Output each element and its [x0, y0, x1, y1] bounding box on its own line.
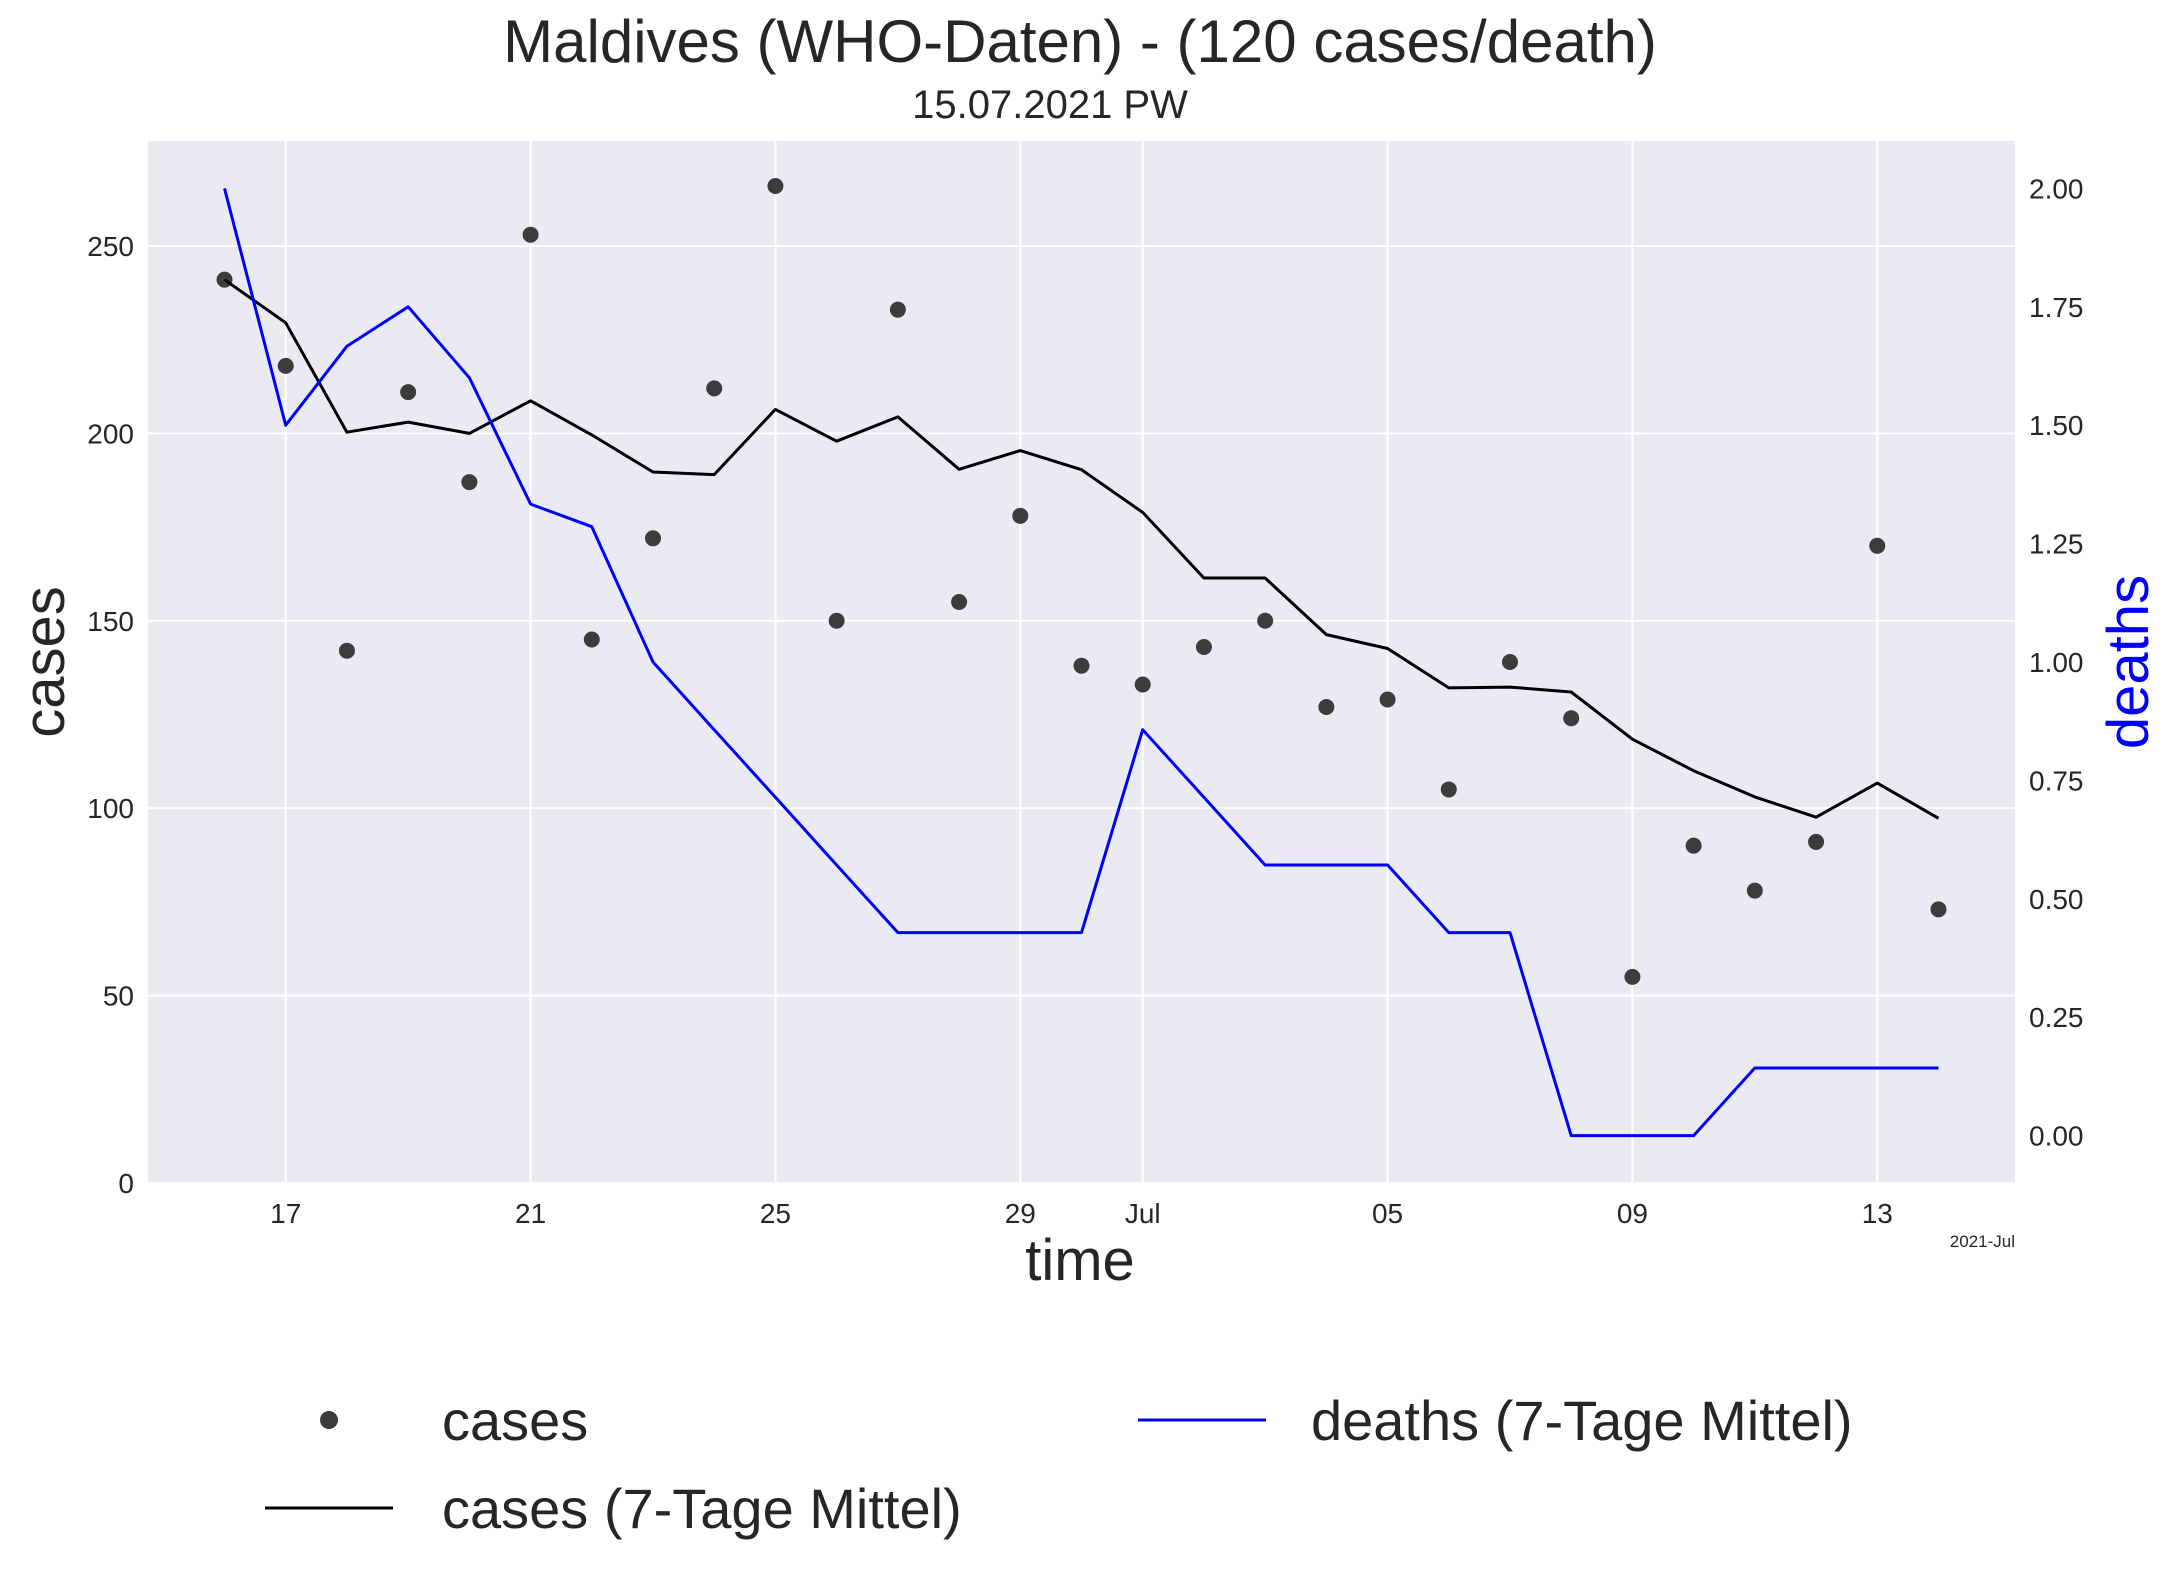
- data-point-cases: [1501, 654, 1518, 670]
- x-tick-label: Jul: [1125, 1198, 1161, 1229]
- legend-marker-cases: [320, 1411, 338, 1429]
- data-point-cases: [461, 474, 478, 491]
- x-axis-label: time: [1025, 1228, 1135, 1293]
- y-tick-label-right: 0.75: [2029, 765, 2084, 796]
- y-axis-label-right: deaths: [2096, 575, 2161, 749]
- grid: [148, 141, 2015, 1184]
- legend-label-deaths-avg: deaths (7-Tage Mittel): [1311, 1389, 1853, 1452]
- data-point-cases: [951, 594, 968, 611]
- data-point-cases: [1685, 837, 1702, 854]
- data-point-cases: [767, 177, 784, 194]
- y-tick-label-left: 0: [118, 1168, 134, 1199]
- data-point-cases: [889, 301, 906, 318]
- chart-title: Maldives (WHO-Daten) - (120 cases/death): [503, 8, 1657, 75]
- x-tick-label: 13: [1862, 1198, 1893, 1229]
- legend-label-cases-avg: cases (7-Tage Mittel): [442, 1477, 962, 1540]
- x-tick-label: 21: [515, 1198, 546, 1229]
- ticks: 0 50 100 150 200 250 17 21 25 29 Jul 05 09 13 0.00 0.25…: [87, 173, 2083, 1229]
- x-tick-label: 05: [1372, 1198, 1403, 1229]
- data-point-cases: [1195, 639, 1212, 656]
- y-tick-label-left: 250: [87, 231, 134, 262]
- data-point-cases: [338, 642, 355, 659]
- data-point-cases: [828, 612, 845, 629]
- series-line-cases-7-tage-mittel: [223, 278, 1940, 820]
- data-point-cases: [1563, 710, 1580, 727]
- data-point-cases: [1440, 781, 1457, 798]
- data-point-cases: [522, 226, 539, 243]
- x-tick-label: 17: [270, 1198, 301, 1229]
- legend-label-cases: cases: [442, 1389, 588, 1452]
- x-tick-label: 29: [1005, 1198, 1036, 1229]
- data-point-cases: [1012, 507, 1029, 524]
- data-point-cases: [1624, 968, 1641, 985]
- y-axis-label-left: cases: [12, 586, 77, 738]
- data-point-cases: [706, 380, 723, 397]
- y-tick-label-right: 0.00: [2029, 1121, 2084, 1152]
- y-tick-label-right: 1.75: [2029, 292, 2084, 323]
- data-point-cases: [645, 530, 662, 547]
- data-point-cases: [583, 631, 600, 648]
- series-layer: [216, 177, 1947, 1138]
- data-point-cases: [1073, 657, 1090, 674]
- y-tick-label-left: 150: [87, 606, 134, 637]
- data-point-cases: [1379, 691, 1396, 708]
- data-point-cases: [277, 357, 294, 374]
- x-tick-label: 09: [1617, 1198, 1648, 1229]
- data-point-cases: [400, 384, 417, 401]
- y-tick-label-right: 1.00: [2029, 647, 2084, 678]
- data-point-cases: [1808, 833, 1825, 850]
- x-tick-label: 25: [760, 1198, 791, 1229]
- data-point-cases: [1746, 882, 1763, 899]
- chart-subtitle: 15.07.2021 PW: [912, 83, 1188, 127]
- data-point-cases: [1869, 537, 1886, 554]
- y-tick-label-right: 2.00: [2029, 173, 2084, 204]
- y-tick-label-right: 0.25: [2029, 1002, 2084, 1033]
- data-point-cases: [1257, 612, 1274, 629]
- y-tick-label-left: 100: [87, 793, 134, 824]
- x-offset-label: 2021-Jul: [1950, 1232, 2015, 1251]
- data-point-cases: [1930, 901, 1947, 918]
- series-line-deaths-7-tage-mittel: [223, 188, 1939, 1138]
- y-tick-label-right: 1.25: [2029, 529, 2084, 560]
- y-tick-label-right: 0.50: [2029, 884, 2084, 915]
- data-point-cases: [1318, 698, 1335, 715]
- data-point-cases: [1134, 676, 1151, 693]
- y-tick-label-right: 1.50: [2029, 410, 2084, 441]
- y-tick-label-left: 50: [103, 981, 134, 1012]
- legend: cases cases (7-Tage Mittel) deaths (7-Ta…: [265, 1389, 1853, 1540]
- y-tick-label-left: 200: [87, 418, 134, 449]
